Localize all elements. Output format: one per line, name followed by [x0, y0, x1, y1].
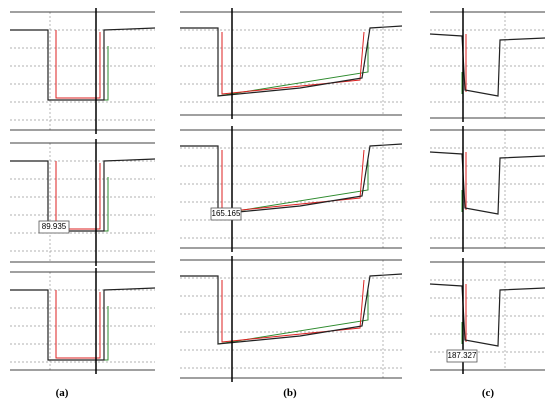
- waveform: [429, 151, 546, 215]
- waveform: [55, 30, 101, 99]
- waveform: [217, 42, 369, 97]
- waveform: [180, 143, 403, 215]
- readout-box: [446, 349, 478, 363]
- subplot: [180, 8, 403, 119]
- waveform: [55, 290, 101, 359]
- waveform: [217, 290, 369, 345]
- waveform: [47, 46, 109, 101]
- waveform: [10, 158, 156, 232]
- waveform: [221, 31, 365, 95]
- subplot: [429, 126, 546, 252]
- waveform: [221, 149, 365, 213]
- waveform: [429, 33, 546, 97]
- waveform: [55, 161, 101, 230]
- readout: 187.327: [448, 351, 477, 360]
- waveform: [221, 279, 365, 343]
- subplot: [429, 8, 546, 122]
- subplot: 165.165: [180, 126, 403, 252]
- waveform: [47, 306, 109, 361]
- waveform: [217, 160, 369, 215]
- readout-box: [38, 220, 70, 234]
- readout-box: [210, 207, 242, 221]
- panel-label: (c): [482, 387, 495, 399]
- waveform: [180, 25, 403, 97]
- subplot: [10, 268, 156, 374]
- readout: 89.935: [42, 222, 67, 231]
- subplot: 187.327: [429, 258, 546, 374]
- panel-label: (b): [283, 387, 297, 399]
- waveform: [10, 287, 156, 361]
- subplot: [10, 8, 156, 134]
- subplot: [180, 256, 403, 382]
- waveform: [10, 27, 156, 101]
- waveform: [180, 273, 403, 345]
- panel-label: (a): [56, 387, 69, 399]
- subplot: 89.935: [10, 139, 156, 266]
- waveform: [429, 283, 546, 347]
- readout: 165.165: [212, 209, 241, 218]
